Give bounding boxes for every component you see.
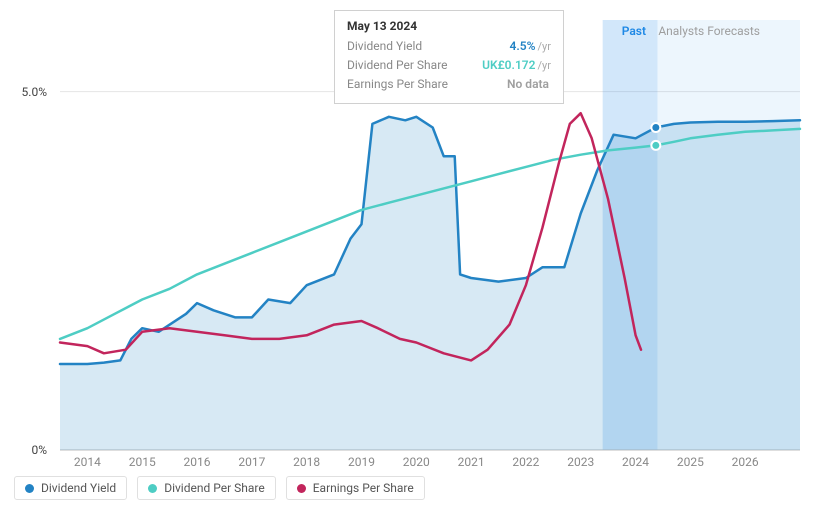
tooltip-value: 4.5% (510, 39, 536, 53)
x-tick: 2024 (622, 455, 649, 469)
tooltip-label: Earnings Per Share (347, 75, 448, 94)
legend-label: Dividend Per Share (164, 481, 265, 495)
legend-label: Dividend Yield (41, 481, 116, 495)
tooltip-unit: /yr (538, 40, 551, 53)
x-tick: 2023 (567, 455, 594, 469)
x-axis: 2014 2015 2016 2017 2018 2019 2020 2021 2022 2023… (60, 455, 800, 475)
tooltip-date: May 13 2024 (347, 19, 551, 33)
tooltip-value: No data (507, 77, 549, 91)
tooltip-unit: /yr (538, 59, 551, 72)
dividend-chart: 5.0% 0% Past Analysts Forecasts 2014 2015… (0, 0, 821, 508)
region-label-forecasts: Analysts Forecasts (658, 24, 760, 38)
tooltip-label: Dividend Yield (347, 37, 422, 56)
y-tick-0: 0% (31, 443, 47, 457)
legend-dot-icon (148, 484, 157, 493)
x-tick: 2018 (293, 455, 320, 469)
legend: Dividend Yield Dividend Per Share Earnin… (14, 476, 425, 500)
region-label-past: Past (622, 24, 646, 38)
tooltip-label: Dividend Per Share (347, 56, 448, 75)
x-tick: 2025 (677, 455, 704, 469)
legend-item-dividend-per-share[interactable]: Dividend Per Share (137, 476, 276, 500)
x-tick: 2022 (512, 455, 539, 469)
x-tick: 2026 (732, 455, 759, 469)
tooltip-row-yield: Dividend Yield 4.5%/yr (347, 37, 551, 56)
x-tick: 2016 (184, 455, 211, 469)
legend-item-dividend-yield[interactable]: Dividend Yield (14, 476, 127, 500)
tooltip-row-dps: Dividend Per Share UK£0.172/yr (347, 56, 551, 75)
x-tick: 2021 (458, 455, 485, 469)
tooltip-row-eps: Earnings Per Share No data (347, 75, 551, 94)
chart-tooltip: May 13 2024 Dividend Yield 4.5%/yr Divid… (334, 10, 564, 104)
legend-dot-icon (297, 484, 306, 493)
x-tick: 2019 (348, 455, 375, 469)
x-tick: 2014 (74, 455, 101, 469)
y-axis: 5.0% 0% (0, 20, 55, 450)
x-tick: 2015 (129, 455, 156, 469)
legend-dot-icon (25, 484, 34, 493)
y-tick-5: 5.0% (22, 85, 47, 99)
tooltip-value: UK£0.172 (482, 58, 535, 72)
x-tick: 2017 (238, 455, 265, 469)
x-tick: 2020 (403, 455, 430, 469)
legend-label: Earnings Per Share (313, 481, 414, 495)
legend-item-earnings-per-share[interactable]: Earnings Per Share (286, 476, 425, 500)
